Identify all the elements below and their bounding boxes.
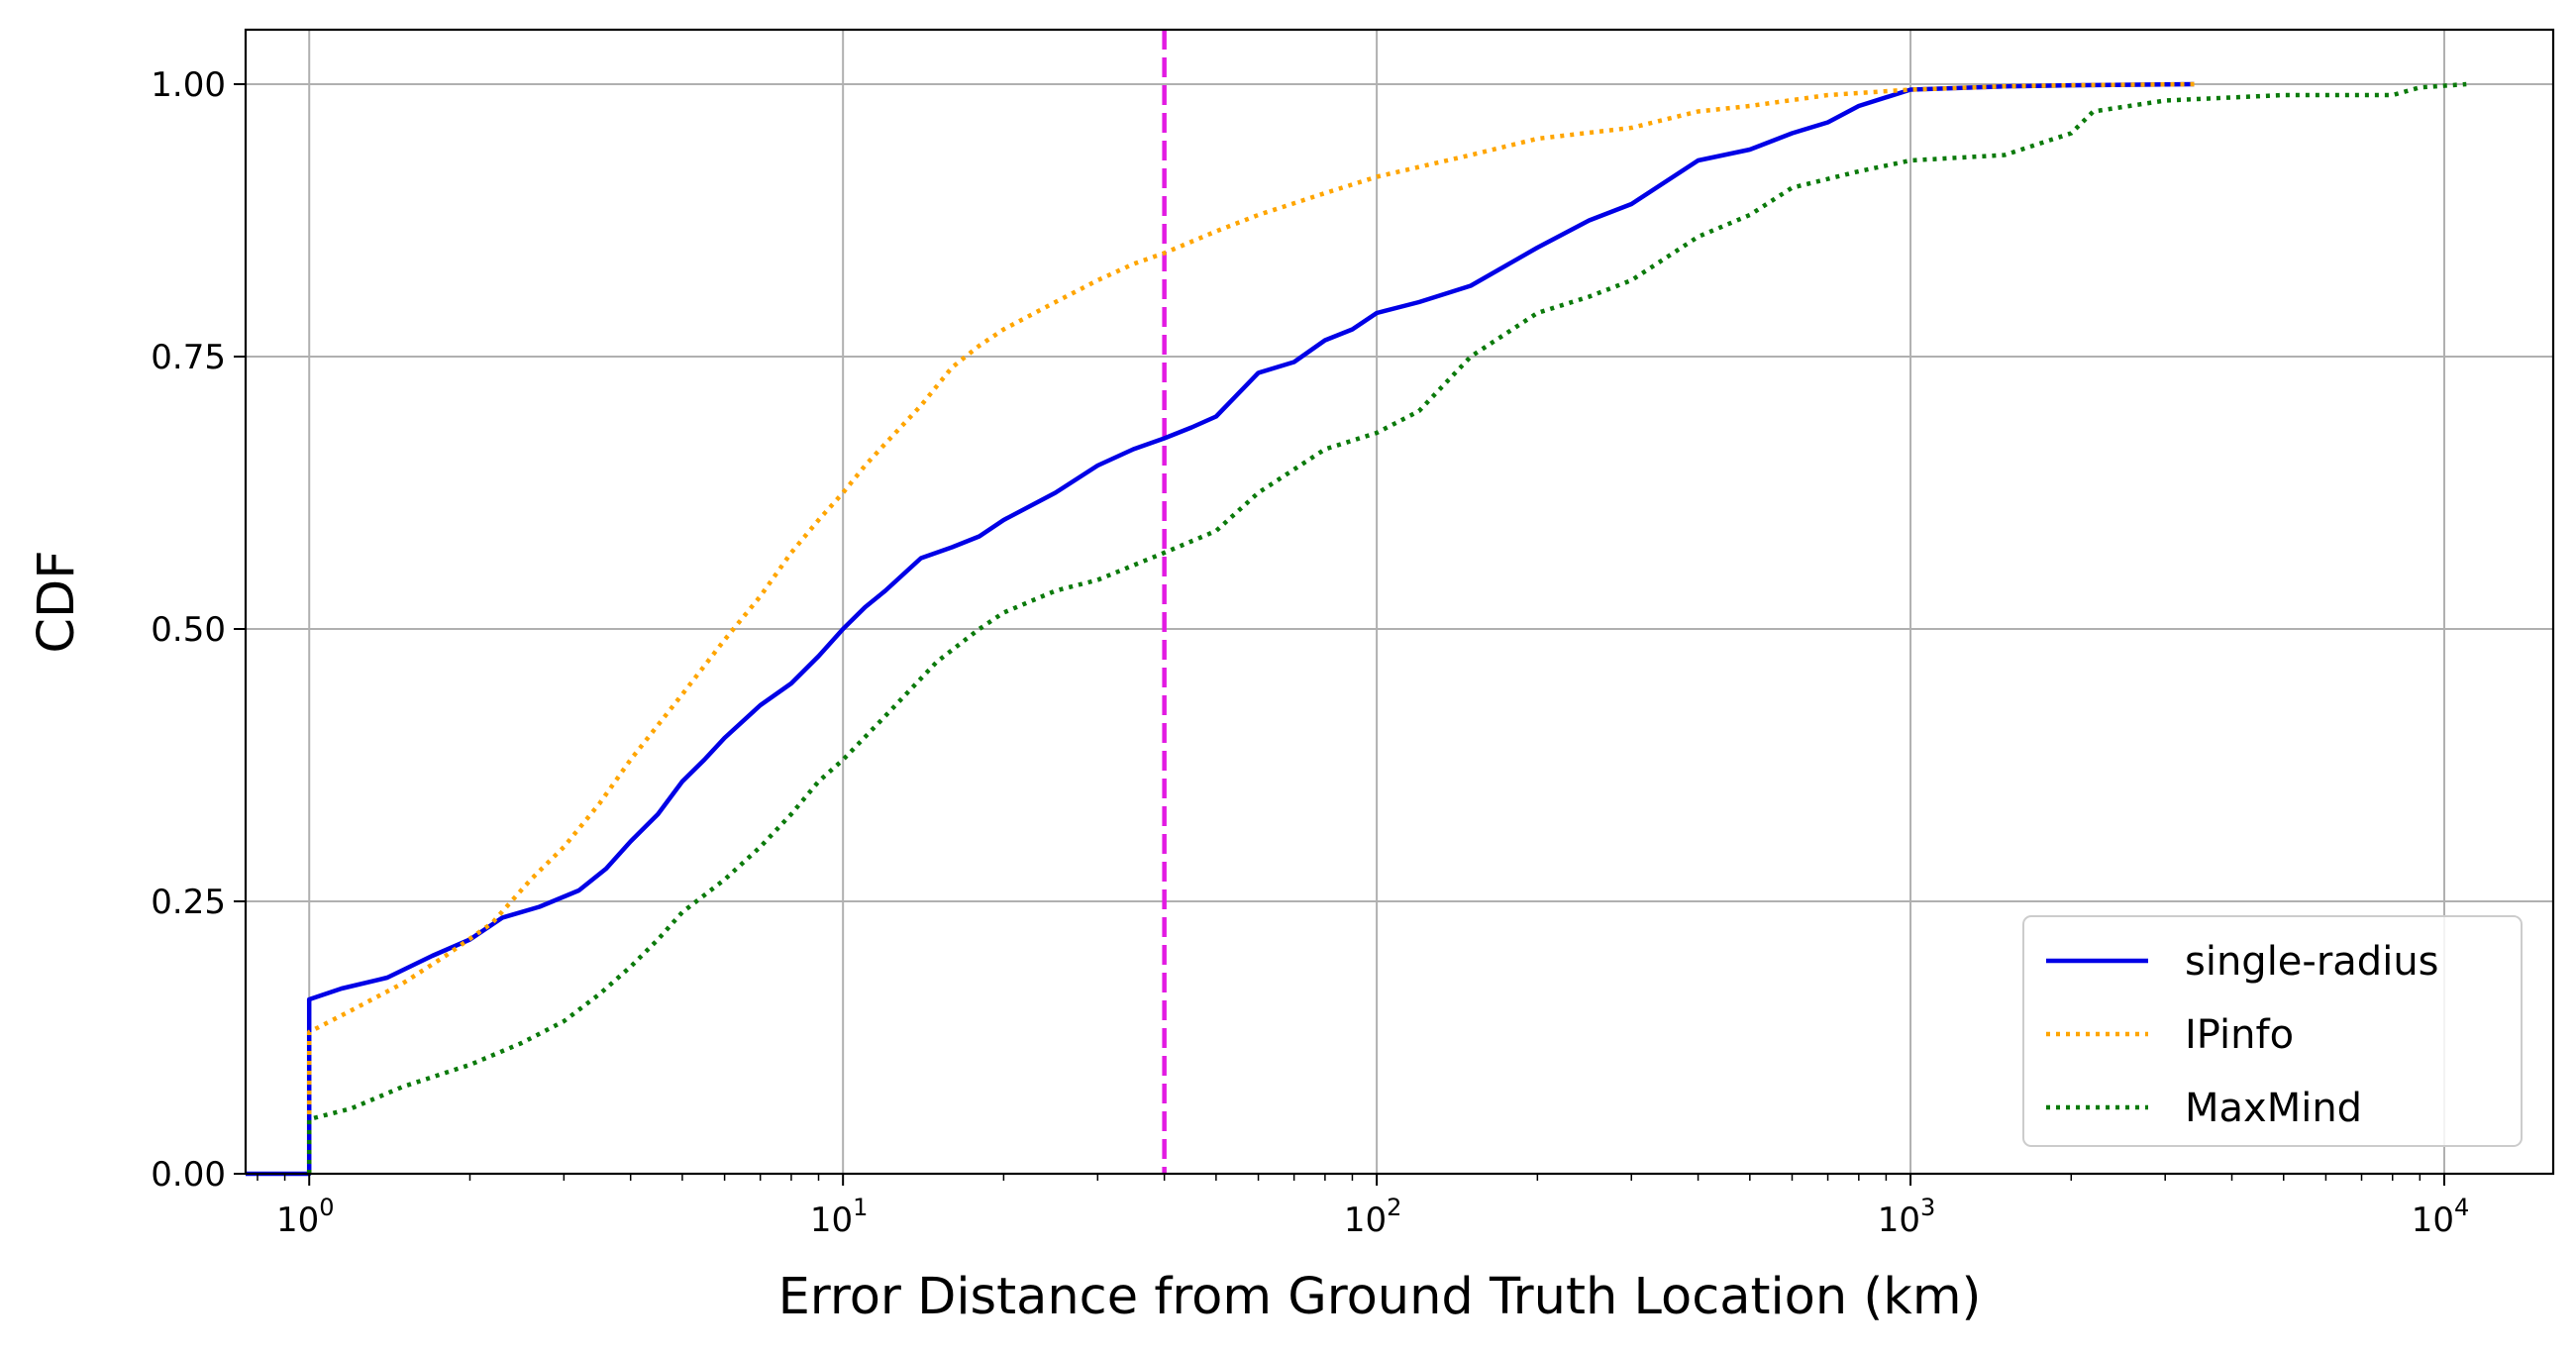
x-tick-exponent: 4 — [2454, 1194, 2469, 1221]
y-axis-label: CDF — [28, 550, 86, 653]
legend-label-maxmind: MaxMind — [2185, 1086, 2362, 1131]
series-line-maxmind — [306, 81, 2467, 1174]
series-layer — [246, 81, 2467, 1177]
x-tick-label: 102 — [1344, 1194, 1402, 1240]
series-line-single-radius — [246, 81, 2195, 1177]
y-tick-label: 0.75 — [151, 338, 226, 377]
x-tick-base: 10 — [1878, 1200, 1920, 1240]
legend-label-single-radius: single-radius — [2185, 939, 2439, 985]
legend-box — [2022, 915, 2523, 1147]
plot-frame — [244, 28, 2555, 1176]
x-axis-label: Error Distance from Ground Truth Locatio… — [778, 1268, 1982, 1326]
y-tick-label: 0.00 — [151, 1155, 226, 1195]
x-tick-base: 10 — [1344, 1200, 1387, 1240]
y-tick-label: 1.00 — [151, 65, 226, 105]
x-tick-label: 104 — [2412, 1194, 2470, 1240]
x-tick-label: 101 — [810, 1194, 869, 1240]
x-tick-label: 100 — [276, 1194, 335, 1240]
legend: single-radius IPinfo MaxMind — [2022, 915, 2523, 1147]
series-line-ipinfo — [306, 81, 2195, 1174]
y-tick-label: 0.50 — [151, 610, 226, 650]
y-tick-label: 0.25 — [151, 883, 226, 922]
x-tick-base: 10 — [810, 1200, 853, 1240]
x-tick-exponent: 1 — [853, 1194, 868, 1221]
x-tick-base: 10 — [2412, 1200, 2454, 1240]
x-tick-label: 103 — [1878, 1194, 1936, 1240]
x-tick-exponent: 0 — [319, 1194, 334, 1221]
x-tick-base: 10 — [276, 1200, 319, 1240]
x-tick-exponent: 3 — [1920, 1194, 1935, 1221]
legend-label-ipinfo: IPinfo — [2185, 1012, 2294, 1058]
x-tick-exponent: 2 — [1387, 1194, 1401, 1221]
